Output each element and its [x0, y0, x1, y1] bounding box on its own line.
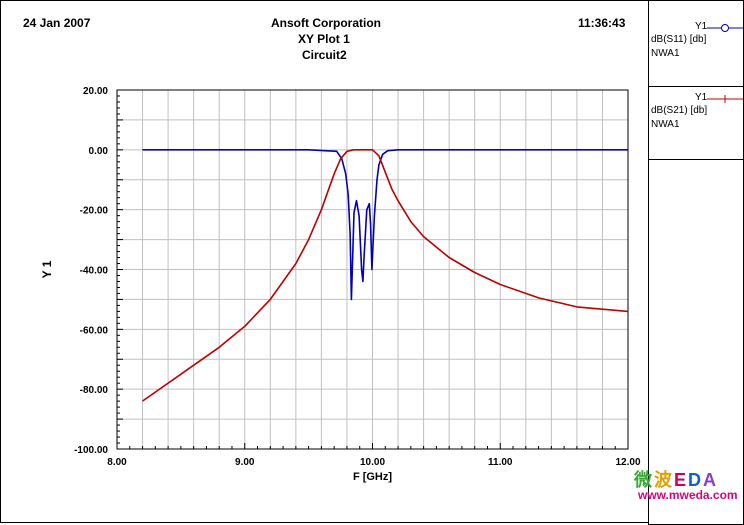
legend-axis-label: Y1 — [695, 21, 708, 32]
watermark-logo-text: 微波EDA — [634, 470, 719, 490]
x-tick-label: 11.00 — [488, 457, 513, 468]
legend-panel: Y1 dB(S11) [db] NWA1 Y1 dB(S21) [db] NWA… — [648, 0, 744, 525]
report-date: 24 Jan 2007 — [23, 16, 91, 30]
legend-trace-label: dB(S21) [db] — [651, 105, 708, 116]
legend-trace-label: dB(S11) [db] — [651, 34, 707, 45]
series-line-s21 — [142, 149, 629, 402]
legend-line-s21 — [707, 95, 743, 103]
legend-line-s11 — [707, 24, 743, 32]
y-tick-label: 0.00 — [89, 146, 109, 157]
circuit-name: Circuit2 — [302, 48, 347, 62]
y-axis-title: Y 1 — [40, 260, 54, 278]
legend-source-label: NWA1 — [651, 48, 680, 59]
y-tick-label: 20.00 — [83, 86, 108, 97]
x-axis-title: F [GHz] — [353, 471, 392, 483]
legend-entry-s21[interactable]: Y1 dB(S21) [db] NWA1 — [649, 92, 743, 152]
y-tick-label: -80.00 — [80, 385, 109, 396]
legend-source-label: NWA1 — [651, 119, 680, 130]
y-tick-label: -40.00 — [80, 266, 109, 277]
legend-entry-s11[interactable]: Y1 dB(S11) [db] NWA1 — [649, 21, 743, 81]
company-name: Ansoft Corporation — [271, 16, 381, 30]
y-tick-label: -100.00 — [74, 445, 108, 456]
y-tick-label: -60.00 — [80, 325, 109, 336]
legend-divider — [649, 86, 743, 87]
x-tick-label: 9.00 — [235, 457, 255, 468]
legend-divider — [649, 159, 743, 160]
circle-marker-icon — [721, 24, 729, 32]
watermark-url: www.mweda.com — [638, 488, 738, 502]
x-tick-label: 12.00 — [615, 457, 640, 468]
plot-title: XY Plot 1 — [298, 32, 350, 46]
x-tick-label: 10.00 — [360, 457, 385, 468]
y-tick-label: -20.00 — [80, 206, 109, 217]
report-time: 11:36:43 — [578, 16, 626, 30]
xy-plot-chart[interactable]: 8.00 9.00 10.00 11.00 12.00 20.00 0.00 -20.00 -4… — [1, 1, 649, 524]
legend-axis-label: Y1 — [695, 92, 708, 103]
watermark-logo: 微波EDA — [634, 466, 718, 492]
plot-panel: 24 Jan 2007 Ansoft Corporation XY Plot 1… — [0, 0, 648, 523]
x-tick-label: 8.00 — [107, 457, 127, 468]
series-line-s11 — [142, 149, 628, 301]
